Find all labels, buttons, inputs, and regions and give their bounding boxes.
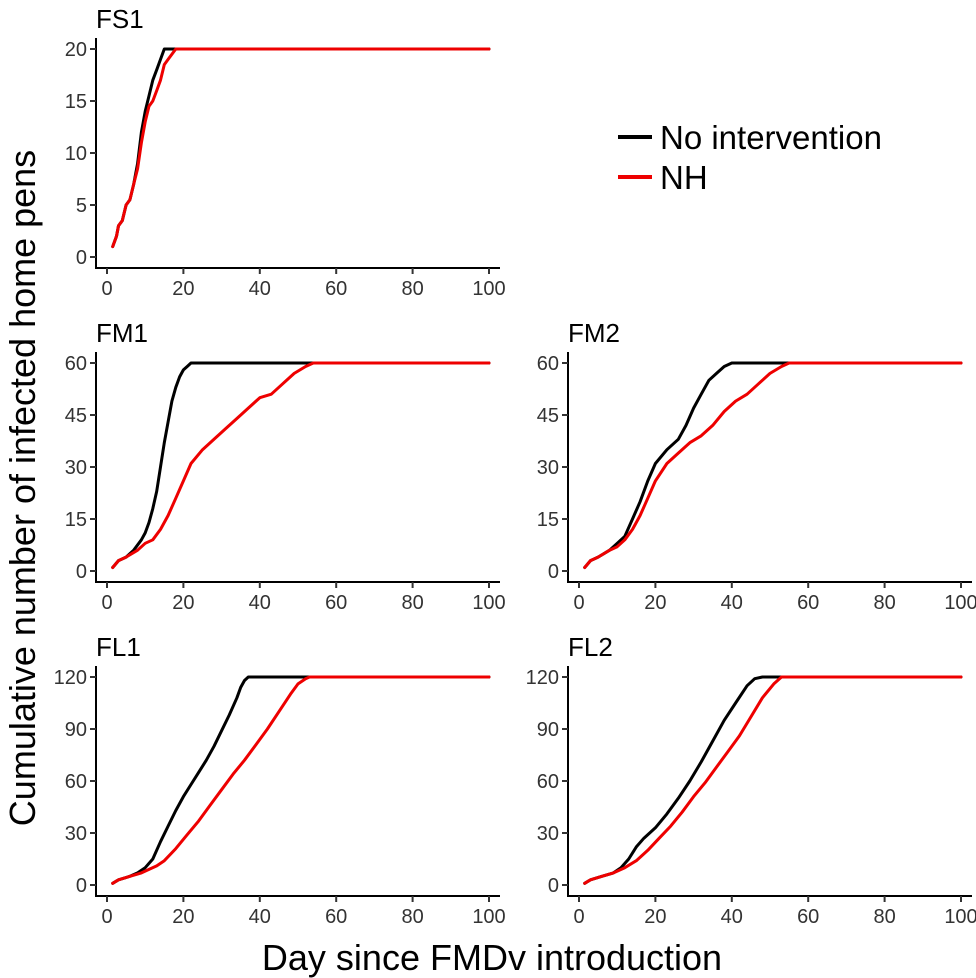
y-tick-label-fl2-30: 30 bbox=[537, 823, 559, 845]
x-tick-label-fm1-40: 40 bbox=[249, 592, 271, 614]
panel-title-fl2: FL2 bbox=[568, 632, 613, 662]
panel-title-fm2: FM2 bbox=[568, 318, 620, 348]
x-tick-label-fl1-100: 100 bbox=[472, 906, 505, 928]
y-tick-label-fm1-15: 15 bbox=[65, 509, 87, 531]
x-tick-label-fs1-80: 80 bbox=[401, 278, 423, 300]
panel-title-fl1: FL1 bbox=[96, 632, 141, 662]
x-tick-label-fl2-0: 0 bbox=[573, 906, 584, 928]
x-tick-label-fm1-80: 80 bbox=[401, 592, 423, 614]
legend-label-no-intervention: No intervention bbox=[660, 119, 882, 156]
x-tick-label-fm1-60: 60 bbox=[325, 592, 347, 614]
x-tick-label-fs1-40: 40 bbox=[249, 278, 271, 300]
series-line-fl1-nh bbox=[111, 675, 491, 885]
y-tick-label-fm1-0: 0 bbox=[76, 561, 87, 583]
y-tick-label-fm2-45: 45 bbox=[537, 405, 559, 427]
y-tick-label-fm1-60: 60 bbox=[65, 353, 87, 375]
y-tick-label-fl1-0: 0 bbox=[76, 875, 87, 897]
x-tick-label-fm2-20: 20 bbox=[644, 592, 666, 614]
x-tick-label-fm2-40: 40 bbox=[721, 592, 743, 614]
y-tick-label-fm1-30: 30 bbox=[65, 457, 87, 479]
panel-fm2: FM2 0 15 30 45 60 0 20 40 60 80 100 bbox=[537, 318, 976, 614]
x-tick-label-fm2-100: 100 bbox=[944, 592, 976, 614]
x-tick-label-fl2-100: 100 bbox=[944, 906, 976, 928]
y-tick-label-fs1-10: 10 bbox=[65, 143, 87, 165]
x-axis-title: Day since FMDv introduction bbox=[262, 937, 722, 978]
x-tick-label-fl1-60: 60 bbox=[325, 906, 347, 928]
y-tick-label-fm2-15: 15 bbox=[537, 509, 559, 531]
panel-fl2: FL2 0 30 60 90 120 0 20 40 60 80 100 bbox=[526, 632, 976, 928]
panel-title-fs1: FS1 bbox=[96, 4, 144, 34]
y-tick-label-fs1-20: 20 bbox=[65, 39, 87, 61]
x-tick-label-fs1-0: 0 bbox=[101, 278, 112, 300]
y-tick-label-fm1-45: 45 bbox=[65, 405, 87, 427]
x-tick-label-fl1-80: 80 bbox=[401, 906, 423, 928]
legend: No intervention NH bbox=[618, 119, 882, 196]
x-tick-label-fs1-60: 60 bbox=[325, 278, 347, 300]
y-tick-label-fl1-60: 60 bbox=[65, 771, 87, 793]
panel-fm1: FM1 0 15 30 45 60 0 20 40 60 80 100 bbox=[65, 318, 506, 614]
series-line-fm2-nh bbox=[583, 361, 963, 569]
y-tick-label-fm2-30: 30 bbox=[537, 457, 559, 479]
series-line-fs1-nh bbox=[111, 47, 491, 249]
series-line-fm2-no-intervention bbox=[583, 361, 963, 569]
x-tick-label-fm1-100: 100 bbox=[472, 592, 505, 614]
y-tick-label-fs1-0: 0 bbox=[76, 247, 87, 269]
y-tick-label-fm2-60: 60 bbox=[537, 353, 559, 375]
y-tick-label-fl1-120: 120 bbox=[54, 667, 87, 689]
x-tick-label-fm1-0: 0 bbox=[101, 592, 112, 614]
x-tick-label-fl2-40: 40 bbox=[721, 906, 743, 928]
x-tick-label-fm2-0: 0 bbox=[573, 592, 584, 614]
y-tick-label-fm2-0: 0 bbox=[548, 561, 559, 583]
x-tick-label-fl1-0: 0 bbox=[101, 906, 112, 928]
x-tick-label-fl2-60: 60 bbox=[797, 906, 819, 928]
y-tick-label-fs1-15: 15 bbox=[65, 91, 87, 113]
x-tick-label-fm2-80: 80 bbox=[873, 592, 895, 614]
panel-title-fm1: FM1 bbox=[96, 318, 148, 348]
y-axis-title: Cumulative number of infected home pens bbox=[2, 150, 43, 826]
legend-label-nh: NH bbox=[660, 159, 708, 196]
x-tick-label-fl1-20: 20 bbox=[172, 906, 194, 928]
series-line-fl2-nh bbox=[583, 675, 963, 885]
x-tick-label-fm2-60: 60 bbox=[797, 592, 819, 614]
series-line-fl1-no-intervention bbox=[111, 675, 491, 885]
panel-fs1: FS1 0 5 10 15 20 0 20 40 60 80 100 bbox=[65, 4, 506, 300]
y-tick-label-fl2-90: 90 bbox=[537, 719, 559, 741]
y-tick-label-fl2-120: 120 bbox=[526, 667, 559, 689]
series-line-fs1-no-intervention bbox=[111, 47, 491, 249]
panels: FS1 0 5 10 15 20 0 20 40 60 80 100 FM1 0 15 30 45 60 0 20 40… bbox=[54, 4, 976, 928]
series-line-fl2-no-intervention bbox=[583, 675, 963, 885]
y-tick-label-fl1-30: 30 bbox=[65, 823, 87, 845]
series-line-fm1-no-intervention bbox=[111, 361, 491, 569]
panel-fl1: FL1 0 30 60 90 120 0 20 40 60 80 100 bbox=[54, 632, 506, 928]
x-tick-label-fl2-20: 20 bbox=[644, 906, 666, 928]
x-tick-label-fs1-20: 20 bbox=[172, 278, 194, 300]
series-line-fm1-nh bbox=[111, 361, 491, 569]
x-tick-label-fl1-40: 40 bbox=[249, 906, 271, 928]
y-tick-label-fl1-90: 90 bbox=[65, 719, 87, 741]
y-tick-label-fs1-5: 5 bbox=[76, 195, 87, 217]
x-tick-label-fs1-100: 100 bbox=[472, 278, 505, 300]
y-tick-label-fl2-0: 0 bbox=[548, 875, 559, 897]
x-tick-label-fm1-20: 20 bbox=[172, 592, 194, 614]
x-tick-label-fl2-80: 80 bbox=[873, 906, 895, 928]
y-tick-label-fl2-60: 60 bbox=[537, 771, 559, 793]
